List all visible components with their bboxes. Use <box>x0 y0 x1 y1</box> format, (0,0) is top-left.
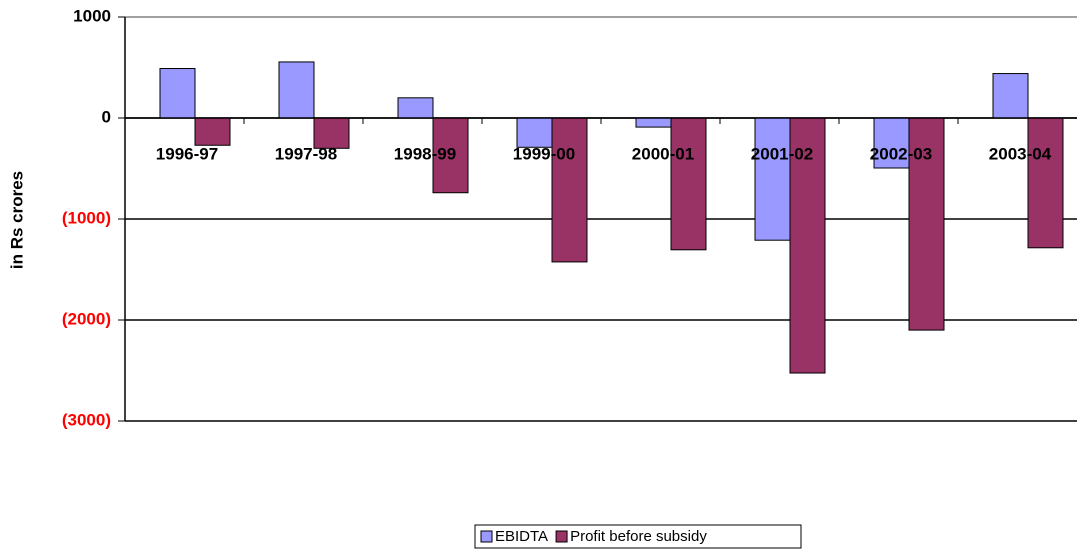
x-tick-label: 2000-01 <box>632 144 694 163</box>
bar <box>754 117 791 241</box>
bar <box>992 73 1029 119</box>
bar <box>1027 117 1064 249</box>
x-tick-label: 1998-99 <box>394 144 456 163</box>
y-axis-label: in Rs crores <box>7 171 26 269</box>
bar <box>397 97 434 119</box>
bar <box>670 117 707 251</box>
y-tick-label: 1000 <box>73 6 111 25</box>
x-tick-label: 1997-98 <box>275 144 337 163</box>
bar <box>908 117 945 331</box>
x-tick-label: 2002-03 <box>870 144 932 163</box>
legend-label: Profit before subsidy <box>570 528 707 545</box>
bar <box>194 117 231 146</box>
x-tick-label: 2003-04 <box>989 144 1052 163</box>
y-tick-label: (2000) <box>62 309 111 328</box>
bar <box>635 117 672 128</box>
legend-label: EBIDTA <box>495 528 548 545</box>
bar <box>313 117 350 149</box>
x-tick-label: 1996-97 <box>156 144 218 163</box>
x-tick-label: 2001-02 <box>751 144 813 163</box>
x-tick-label: 1999-00 <box>513 144 575 163</box>
legend-swatch <box>555 530 568 543</box>
y-tick-label: 0 <box>102 107 111 126</box>
bar <box>278 61 315 119</box>
bar <box>551 117 588 263</box>
y-tick-label: (1000) <box>62 208 111 227</box>
bar <box>789 117 826 374</box>
bar <box>159 68 196 119</box>
y-tick-label: (3000) <box>62 410 111 429</box>
legend-swatch <box>480 530 493 543</box>
bar <box>516 117 553 148</box>
bar <box>432 117 469 194</box>
